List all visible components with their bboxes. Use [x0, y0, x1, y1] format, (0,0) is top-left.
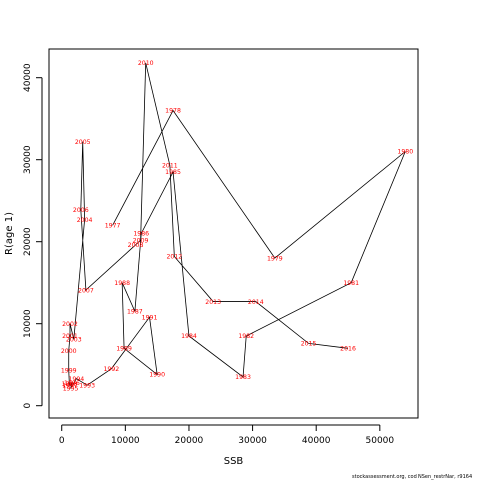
- x-tick-label: 10000: [111, 436, 140, 446]
- point-label-1997: 1997: [62, 382, 78, 389]
- point-label-1983: 1983: [235, 374, 251, 381]
- point-label-1981: 1981: [343, 280, 359, 287]
- point-label-1982: 1982: [238, 333, 254, 340]
- point-label-2000: 2000: [61, 348, 77, 355]
- data-labels: 1977 1978 1979 1980 1981 1982 1983 1984 1985 1986…: [61, 60, 413, 393]
- point-label-1986: 1986: [133, 231, 149, 238]
- point-label-1989: 1989: [116, 346, 132, 353]
- x-axis-label: SSB: [224, 456, 244, 467]
- point-label-1990: 1990: [149, 372, 165, 379]
- axes: 0 10000 20000 30000 40000 50000 0 10000 20000 300…: [23, 63, 394, 446]
- x-tick-label: 50000: [366, 436, 395, 446]
- point-label-1995: 1995: [63, 386, 79, 393]
- point-label-1992: 1992: [103, 366, 119, 373]
- point-label-2003: 2003: [66, 336, 82, 343]
- point-label-2008: 2008: [128, 242, 144, 249]
- y-tick-label: 40000: [23, 63, 33, 92]
- point-label-2007: 2007: [78, 287, 94, 294]
- y-tick-label: 30000: [23, 145, 33, 174]
- point-label-2009: 2009: [133, 237, 149, 244]
- x-tick-label: 30000: [238, 436, 267, 446]
- point-label-2010: 2010: [138, 60, 154, 67]
- point-label-2012: 2012: [166, 254, 182, 261]
- point-label-2001: 2001: [62, 333, 78, 340]
- x-tick-label: 20000: [175, 436, 204, 446]
- series-line: [68, 62, 406, 389]
- point-label-1998: 1998: [61, 381, 77, 388]
- point-label-2015: 2015: [301, 341, 317, 348]
- footer-run-id: NSen_restrNar, r9164: [418, 474, 473, 480]
- point-label-1987: 1987: [127, 309, 143, 316]
- point-label-2011: 2011: [162, 163, 178, 170]
- point-label-1994: 1994: [68, 376, 84, 383]
- point-label-2013: 2013: [205, 299, 221, 306]
- footer-source: stockassessment.org, cod: [352, 474, 417, 480]
- y-tick-label: 20000: [23, 227, 33, 256]
- point-label-1978: 1978: [165, 108, 181, 115]
- point-label-1977: 1977: [105, 223, 121, 230]
- point-label-1979: 1979: [267, 255, 283, 262]
- point-label-1985: 1985: [165, 169, 181, 176]
- point-label-1996: 1996: [64, 380, 80, 387]
- y-tick-label: 10000: [23, 309, 33, 338]
- y-tick-label: 0: [23, 403, 33, 409]
- x-tick-label: 0: [59, 436, 65, 446]
- point-label-2002: 2002: [62, 321, 78, 328]
- point-label-1999: 1999: [61, 368, 77, 375]
- point-label-1988: 1988: [114, 280, 130, 287]
- point-label-1984: 1984: [181, 333, 197, 340]
- plot-box: [48, 48, 419, 419]
- point-label-1993: 1993: [79, 382, 95, 389]
- point-label-2004: 2004: [77, 217, 93, 224]
- point-label-2006: 2006: [73, 207, 89, 214]
- point-label-1980: 1980: [397, 149, 413, 156]
- point-label-2014: 2014: [248, 299, 264, 306]
- point-label-2005: 2005: [75, 139, 91, 146]
- point-label-2016: 2016: [340, 346, 356, 353]
- y-axis-label: R(age 1): [4, 212, 15, 255]
- point-label-1991: 1991: [142, 314, 158, 321]
- x-tick-label: 40000: [302, 436, 331, 446]
